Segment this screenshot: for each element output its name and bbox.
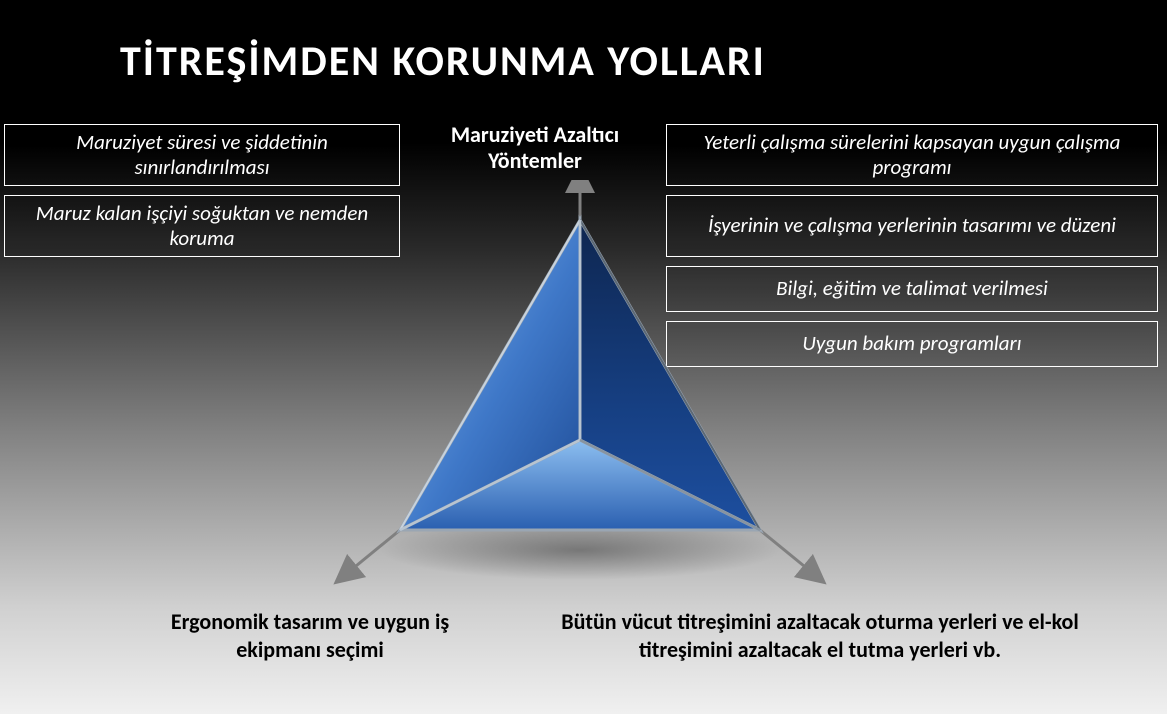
axis-label-bottom-right: Bütün vücut titreşimini azaltacak oturma… (550, 608, 1090, 663)
info-box-right-1: Yeterli çalışma sürelerini kapsayan uygu… (666, 124, 1158, 186)
slide: TİTREŞİMDEN KORUNMA YOLLARI Maruziyet sü… (0, 0, 1167, 714)
axis-label-bottom-left: Ergonomik tasarım ve uygun iş ekipmanı s… (150, 608, 470, 663)
axis-label-top: Maruziyeti Azaltıcı Yöntemler (410, 122, 660, 175)
pyramid-diagram (310, 180, 850, 610)
info-box-left-1: Maruziyet süresi ve şiddetinin sınırland… (4, 124, 400, 186)
slide-title: TİTREŞİMDEN KORUNMA YOLLARI (120, 36, 766, 87)
